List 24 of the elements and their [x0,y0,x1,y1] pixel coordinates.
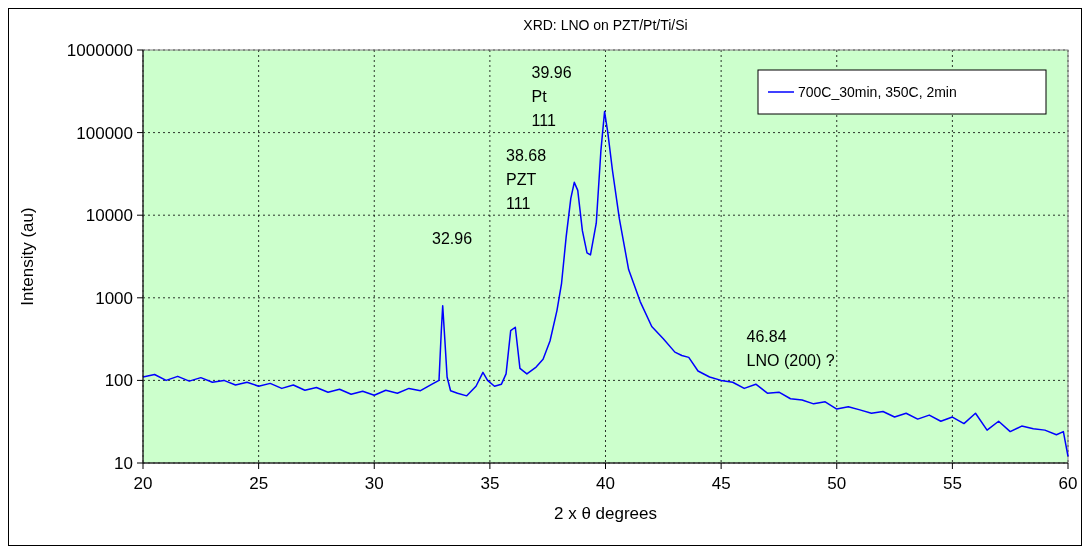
line-series [142,110,1069,458]
y-tick-label: 100000 [76,123,133,143]
annotation: 46.84 LNO (200) ? [746,327,835,369]
x-axis-title: 2 x θ degrees [553,504,658,523]
chart-title: XRD: LNO on PZT/Pt/Ti/Si [523,17,688,33]
annotation: 39.96 Pt 111 [531,64,572,130]
y-axis-title: Intensity (au) [18,207,37,306]
y-tick-label: 1000000 [66,40,133,60]
y-tick-label: 10 [114,453,133,473]
x-tick-label: 55 [942,474,962,493]
x-tick-label: 60 [1058,474,1078,493]
y-tick-label: 1000 [95,288,133,308]
annotation: 32.96 [432,230,473,248]
x-tick-label: 40 [596,474,615,493]
x-tick-label: 45 [711,474,731,493]
y-tick-label: 100 [104,371,133,391]
x-tick-label: 25 [249,474,269,493]
legend-label: 700C_30min, 350C, 2min [798,83,957,100]
annotation: 38.68 PZT 111 [506,147,547,213]
y-tick-label: 10000 [85,206,133,226]
x-tick-label: 35 [480,474,500,493]
x-tick-label: 20 [133,474,153,493]
x-tick-label: 30 [364,474,384,493]
x-tick-label: 50 [827,474,847,493]
